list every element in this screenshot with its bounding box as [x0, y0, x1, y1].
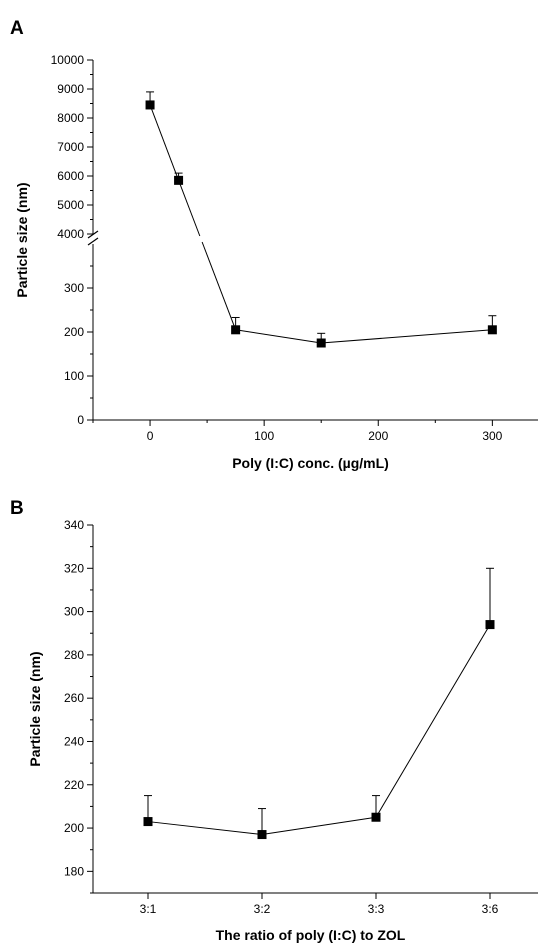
data-point	[487, 325, 497, 335]
series-line	[235, 329, 322, 344]
x-axis-title: Poly (I:C) conc. (µg/mL)	[232, 455, 389, 471]
y-tick-label: 9000	[57, 82, 84, 96]
y-axis-title: Particle size (nm)	[14, 182, 30, 297]
x-tick-label: 3:6	[482, 902, 499, 916]
y-tick-label: 280	[64, 648, 84, 662]
series-line	[261, 816, 377, 836]
x-tick-label: 3:3	[368, 902, 385, 916]
panel-a-label: A	[10, 18, 24, 39]
data-point	[316, 338, 326, 348]
chart-b: 3:1 3:2 3:3 3:6 180 200 220 240 260 280 300 320 340 T…	[27, 518, 538, 943]
y-axis-title: Particle size (nm)	[27, 651, 43, 766]
y-tick-label: 320	[64, 561, 84, 575]
y-tick-label: 200	[64, 821, 84, 835]
y-tick-label: 4000	[57, 227, 84, 241]
x-tick-label: 3:2	[254, 902, 271, 916]
data-point	[174, 175, 184, 185]
data-point	[485, 620, 495, 630]
y-tick-label: 0	[77, 413, 84, 427]
x-tick-label: 300	[482, 429, 502, 443]
y-tick-label: 260	[64, 691, 84, 705]
y-tick-label: 200	[64, 325, 84, 339]
y-tick-label: 5000	[57, 198, 84, 212]
data-point	[143, 817, 153, 827]
y-tick-label: 340	[64, 518, 84, 532]
y-tick-label: 7000	[57, 140, 84, 154]
x-tick-label: 100	[254, 429, 274, 443]
data-point	[231, 325, 241, 335]
axis-break-mark	[87, 237, 99, 246]
y-tick-label: 100	[64, 369, 84, 383]
series-line	[147, 821, 263, 836]
y-tick-label: 220	[64, 778, 84, 792]
series-line	[149, 104, 180, 181]
y-tick-label: 6000	[57, 169, 84, 183]
y-tick-label: 180	[64, 864, 84, 878]
data-point	[371, 812, 381, 822]
series-line	[321, 329, 493, 344]
data-point	[145, 100, 155, 110]
series-line	[178, 180, 201, 237]
y-tick-label: 300	[64, 605, 84, 619]
chart-a: 0 100 200 300 0 100 200 300 4000 5000 6000 7000 8000…	[14, 53, 538, 471]
x-tick-label: 200	[368, 429, 388, 443]
panel-b-label: B	[10, 498, 24, 519]
x-tick-label: 3:1	[140, 902, 157, 916]
series-line	[375, 624, 491, 818]
y-tick-label: 240	[64, 734, 84, 748]
data-point	[257, 830, 267, 840]
y-tick-label: 8000	[57, 111, 84, 125]
y-tick-label: 300	[64, 281, 84, 295]
x-axis-title: The ratio of poly (I:C) to ZOL	[216, 927, 406, 943]
y-tick-label: 10000	[51, 53, 85, 67]
x-tick-label: 0	[147, 429, 154, 443]
series-line	[201, 241, 237, 330]
